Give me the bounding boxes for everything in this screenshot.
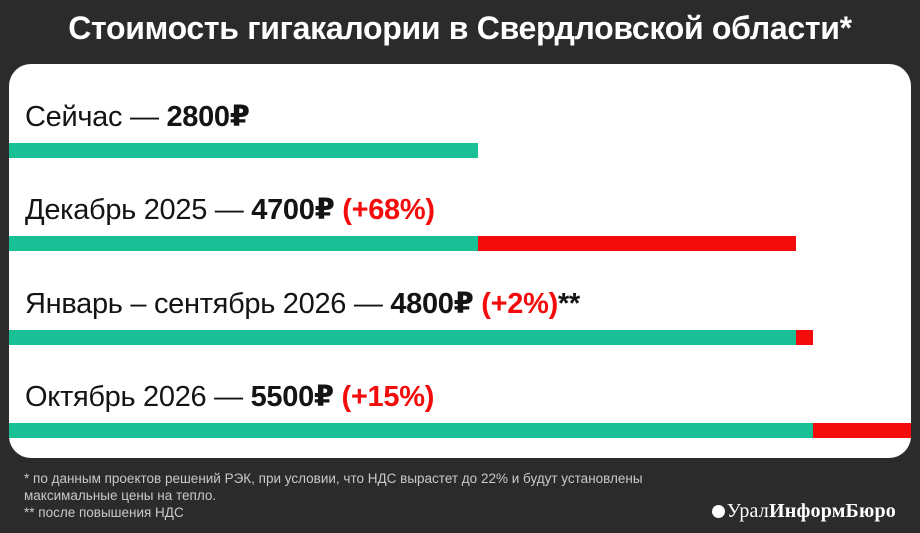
chart-panel: Сейчас — 2800₽ Декабрь 2025 — 4700₽ (+68%… <box>9 64 911 458</box>
bar-segment-base <box>9 329 797 345</box>
bar-segment-increase <box>813 423 911 438</box>
bar-label-text: Сейчас — <box>25 100 167 133</box>
bar-label: Сейчас — 2800₽ <box>9 99 911 134</box>
bar-segment-base <box>9 423 814 438</box>
logo-text-regular: Урал <box>726 500 769 522</box>
bar-label-text: Октябрь 2026 — <box>25 381 251 413</box>
bar-track <box>9 236 911 251</box>
bar-label-text: Декабрь 2025 — <box>25 194 252 226</box>
bar-footnote-marker: ** <box>557 287 580 320</box>
chart-row-4: Октябрь 2026 — 5500₽ (+15%) <box>9 345 911 438</box>
bar-track <box>9 142 911 158</box>
logo-dot-icon <box>711 505 725 518</box>
bar-label: Декабрь 2025 — 4700₽ (+68%) <box>9 192 911 227</box>
bar-price-value: 4800₽ <box>390 287 474 320</box>
chart-row-1: Сейчас — 2800₽ <box>9 64 911 158</box>
bar-track <box>9 423 911 438</box>
chart-row-3: Январь – сентябрь 2026 — 4800₽ (+2%)** <box>9 251 911 345</box>
bar-change-percent: (+15%) <box>333 381 435 413</box>
bar-price-value: 5500₽ <box>250 381 335 413</box>
logo: Урал ИнформБюро <box>711 500 896 523</box>
chart-row-2: Декабрь 2025 — 4700₽ (+68%) <box>9 158 911 251</box>
bar-price-value: 4700₽ <box>251 194 335 226</box>
footnote-double-asterisk: ** после повышения НДС <box>24 505 184 520</box>
bar-track <box>9 329 911 345</box>
chart-title: Стоимость гигакалории в Свердловской обл… <box>68 10 852 46</box>
bar-label-text: Январь – сентябрь 2026 — <box>25 287 391 320</box>
bar-label: Октябрь 2026 — 5500₽ (+15%) <box>9 379 911 414</box>
bar-change-percent: (+2%) <box>473 287 558 320</box>
bar-segment-increase <box>478 236 797 251</box>
bar-segment-increase <box>796 329 814 345</box>
bar-change-percent: (+68%) <box>334 194 435 226</box>
bar-segment-base <box>9 236 479 251</box>
bar-label: Январь – сентябрь 2026 — 4800₽ (+2%)** <box>9 286 911 321</box>
footnotes: * по данным проектов решений РЭК, при ус… <box>24 470 664 521</box>
logo-text-bold: ИнформБюро <box>769 500 896 522</box>
bar-price-value: 2800₽ <box>166 100 250 133</box>
bar-segment-base <box>9 142 479 158</box>
footnote-asterisk: * по данным проектов решений РЭК, при ус… <box>24 471 643 503</box>
